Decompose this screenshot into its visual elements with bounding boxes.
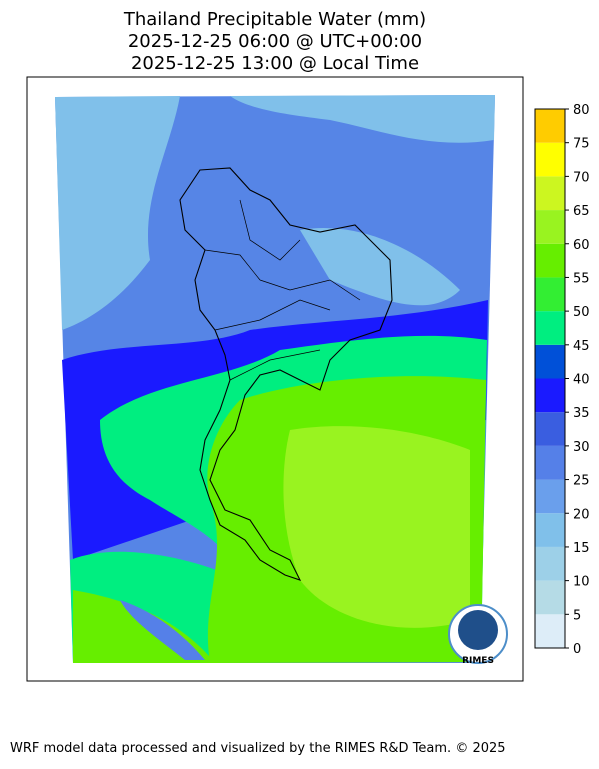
colorbar-band (535, 277, 565, 312)
footer: WRF model data processed and visualized … (10, 741, 506, 756)
logo: RIMES (448, 604, 508, 666)
colorbar-tick-label: 55 (573, 271, 590, 286)
logo-globe (458, 610, 498, 650)
colorbar-tick-label: 20 (573, 507, 590, 522)
colorbar-tick-label: 10 (573, 575, 590, 590)
field-blue (120, 600, 205, 660)
colorbar-tick-label: 60 (573, 238, 590, 253)
colorbar-band (535, 344, 565, 379)
title-line: 2025-12-25 06:00 @ UTC+00:00 (128, 31, 422, 52)
colorbar: 0 5 10 15 20 25 30 35 40 45 50 55 60 65 70 75 80 (534, 103, 590, 657)
colorbar-tick-label: 45 (573, 339, 590, 354)
colorbar-band (535, 580, 565, 615)
colorbar-tick-label: 0 (573, 642, 581, 657)
colorbar-tick-label: 70 (573, 170, 590, 185)
logo-text: RIMES (462, 656, 494, 666)
colorbar-band (535, 311, 565, 345)
field-light (55, 96, 180, 330)
colorbar-band (535, 513, 565, 547)
map: RIMES (26, 76, 524, 682)
colorbar-tick-label: 35 (573, 406, 590, 421)
colorbar-band (535, 614, 565, 648)
field-lightgreen (283, 426, 470, 628)
colorbar-band (535, 210, 565, 244)
colorbar-band (535, 243, 565, 278)
colorbar-tick-label: 65 (573, 204, 590, 219)
colorbar-tick-label: 5 (573, 608, 581, 623)
colorbar-band (535, 142, 565, 177)
colorbar-band (535, 479, 565, 514)
colorbar-band (535, 412, 565, 446)
title-line: Thailand Precipitable Water (mm) (123, 9, 426, 30)
country-outline (179, 167, 393, 581)
colorbar-tick-label: 25 (573, 474, 590, 489)
colorbar-tick-label: 80 (573, 103, 590, 118)
colorbar-tick-label: 50 (573, 305, 590, 320)
colorbar-tick-label: 15 (573, 541, 590, 556)
field-light (230, 95, 495, 143)
field-light (300, 228, 460, 306)
colorbar-tick-label: 30 (573, 440, 590, 455)
title-line: 2025-12-25 13:00 @ Local Time (131, 53, 419, 74)
colorbar-band (535, 378, 565, 413)
colorbar-band (535, 546, 565, 581)
province-lines (204, 199, 361, 381)
colorbar-tick-label: 75 (573, 137, 590, 152)
colorbar-band (535, 445, 565, 480)
colorbar-band (535, 176, 565, 211)
colorbar-tick-label: 40 (573, 373, 590, 388)
colorbar-band (535, 109, 565, 143)
